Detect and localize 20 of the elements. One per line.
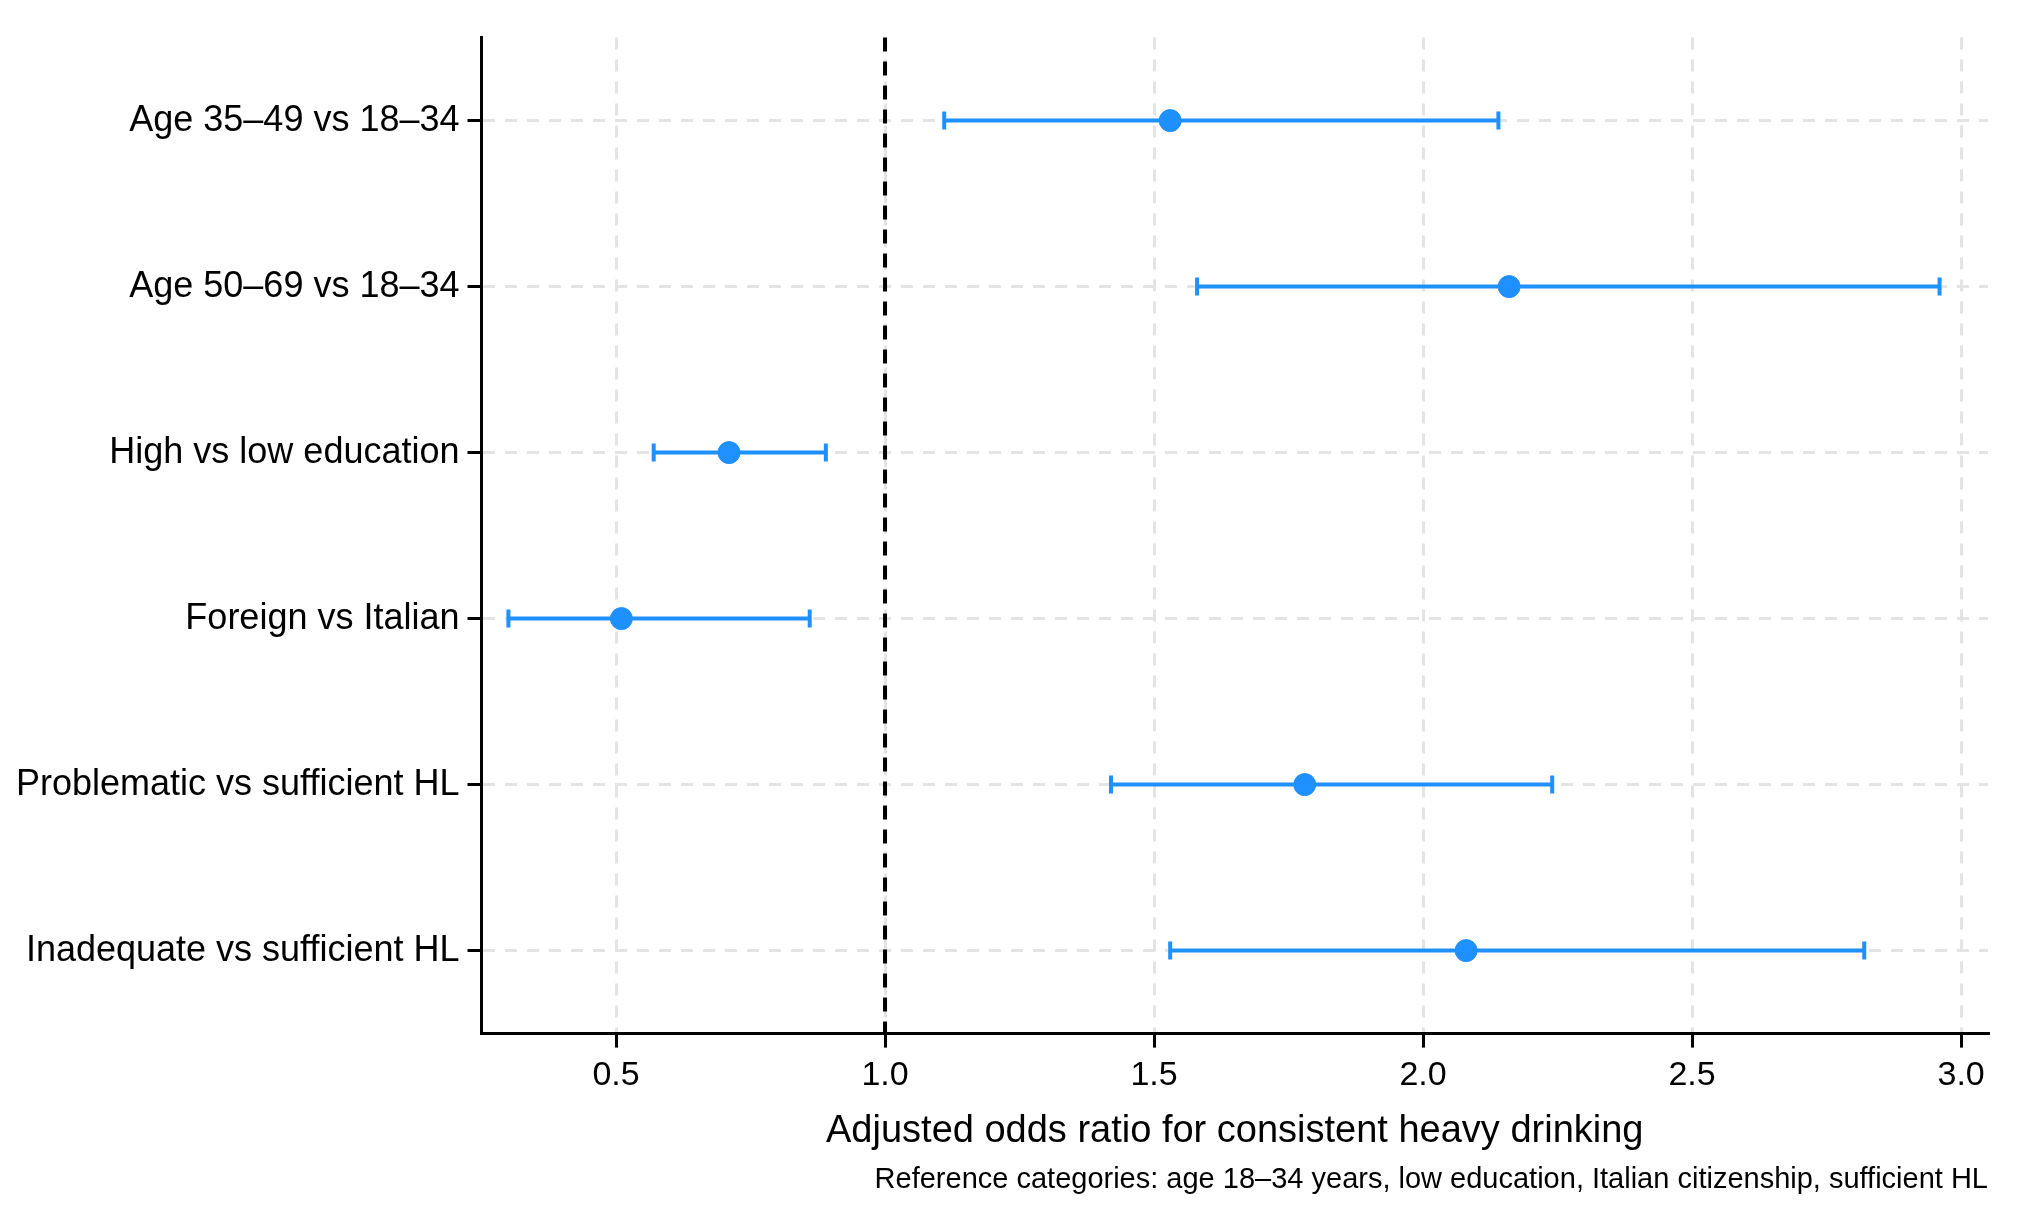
point	[609, 607, 633, 631]
y-tick-label: Age 35–49 vs 18–34	[129, 97, 460, 139]
x-tick-label: 0.5	[592, 1054, 640, 1093]
point	[1158, 109, 1182, 133]
point	[1454, 939, 1478, 963]
point	[1293, 773, 1317, 797]
y-tick-label: Age 50–69 vs 18–34	[129, 263, 460, 305]
x-tick-label: 2.0	[1399, 1054, 1447, 1093]
x-tick-label: 1.5	[1130, 1054, 1178, 1093]
y-tick-label: High vs low education	[109, 429, 460, 471]
text: Reference categories: age 18–34 years, low education, Italian citizenship, sufficient HL	[873, 1162, 1989, 1195]
y-tick-label: Problematic vs sufficient HL	[16, 761, 460, 803]
y-tick-label: Inadequate vs sufficient HL	[25, 927, 460, 969]
y-tick-label: Foreign vs Italian	[185, 595, 460, 637]
x-tick-label: 3.0	[1937, 1054, 1985, 1093]
point	[1497, 275, 1521, 299]
point	[717, 441, 741, 465]
x-axis-title: Adjusted odds ratio for consistent heavy drinking	[826, 1107, 1644, 1150]
x-tick-label: 2.5	[1668, 1054, 1716, 1093]
x-tick-label: 1.0	[861, 1054, 909, 1093]
